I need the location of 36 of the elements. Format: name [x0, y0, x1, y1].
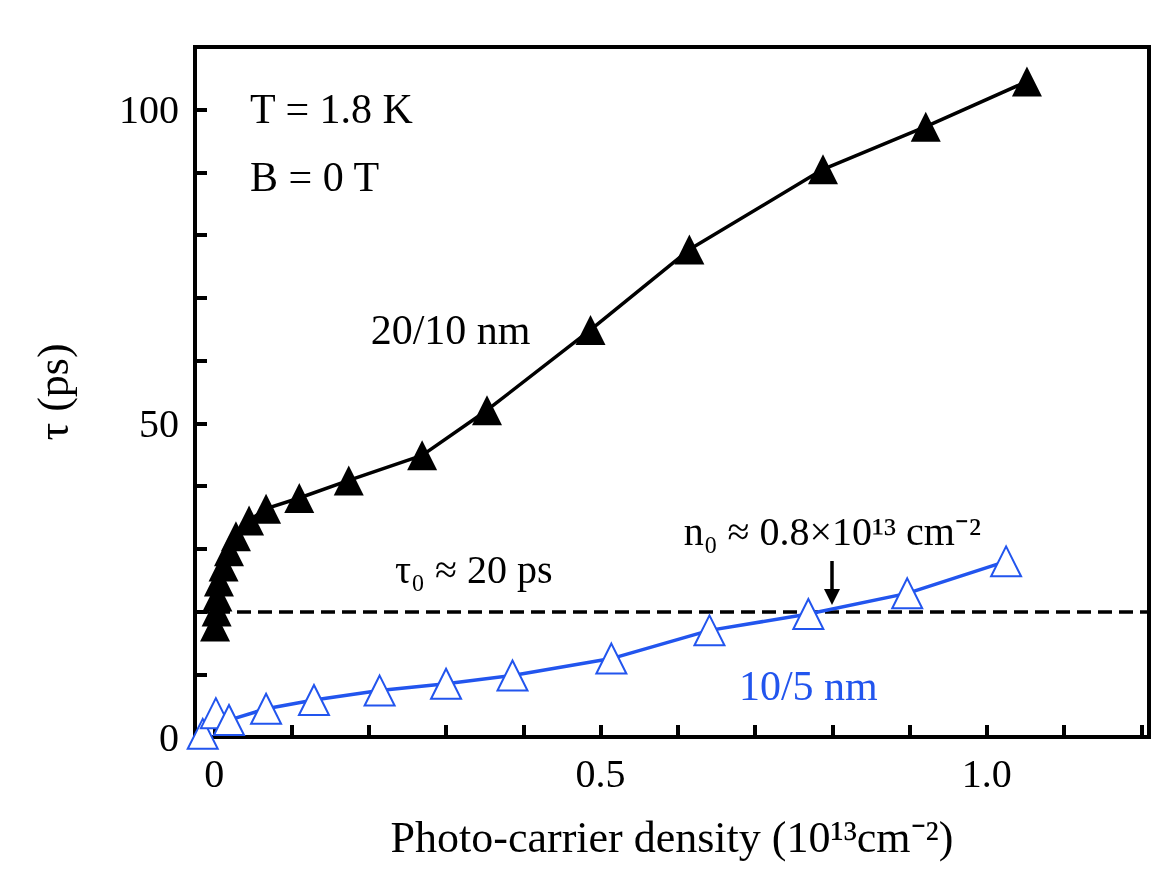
point — [792, 598, 825, 631]
y-tick-label: 100 — [119, 87, 179, 133]
y-tick-label: 50 — [139, 400, 179, 446]
point — [250, 692, 283, 725]
y-tick-label: 0 — [159, 714, 179, 760]
annotation: T = 1.8 K — [250, 86, 413, 132]
point — [333, 465, 364, 496]
point — [575, 314, 606, 345]
point — [910, 111, 941, 142]
point — [297, 683, 330, 716]
point — [496, 659, 529, 692]
point — [693, 614, 726, 647]
annotation: B = 0 T — [250, 154, 380, 200]
point — [407, 440, 438, 471]
x-tick-label: 1.0 — [961, 750, 1012, 796]
point — [363, 674, 396, 707]
point — [674, 234, 705, 265]
point — [1011, 66, 1042, 97]
point — [808, 154, 839, 185]
y-axis-title: τ (ps) — [28, 343, 78, 441]
series-label: 20/10 nm — [370, 306, 531, 353]
point — [186, 717, 219, 750]
point — [891, 577, 924, 610]
point — [212, 704, 245, 737]
ref-line-label: τ₀ ≈ 20 ps — [395, 547, 553, 593]
x-tick-label: 0.5 — [575, 750, 626, 796]
point — [990, 545, 1023, 578]
point — [595, 642, 628, 675]
annotation: n₀ ≈ 0.8×10¹³ cm⁻² — [683, 508, 981, 554]
point — [471, 395, 502, 426]
point — [220, 521, 251, 552]
point — [430, 667, 463, 700]
point — [284, 483, 315, 514]
x-tick-label: 0 — [204, 750, 225, 796]
series-label: 10/5 nm — [738, 663, 879, 710]
x-axis-title: Photo-carrier density (10¹³cm⁻²) — [390, 812, 954, 862]
